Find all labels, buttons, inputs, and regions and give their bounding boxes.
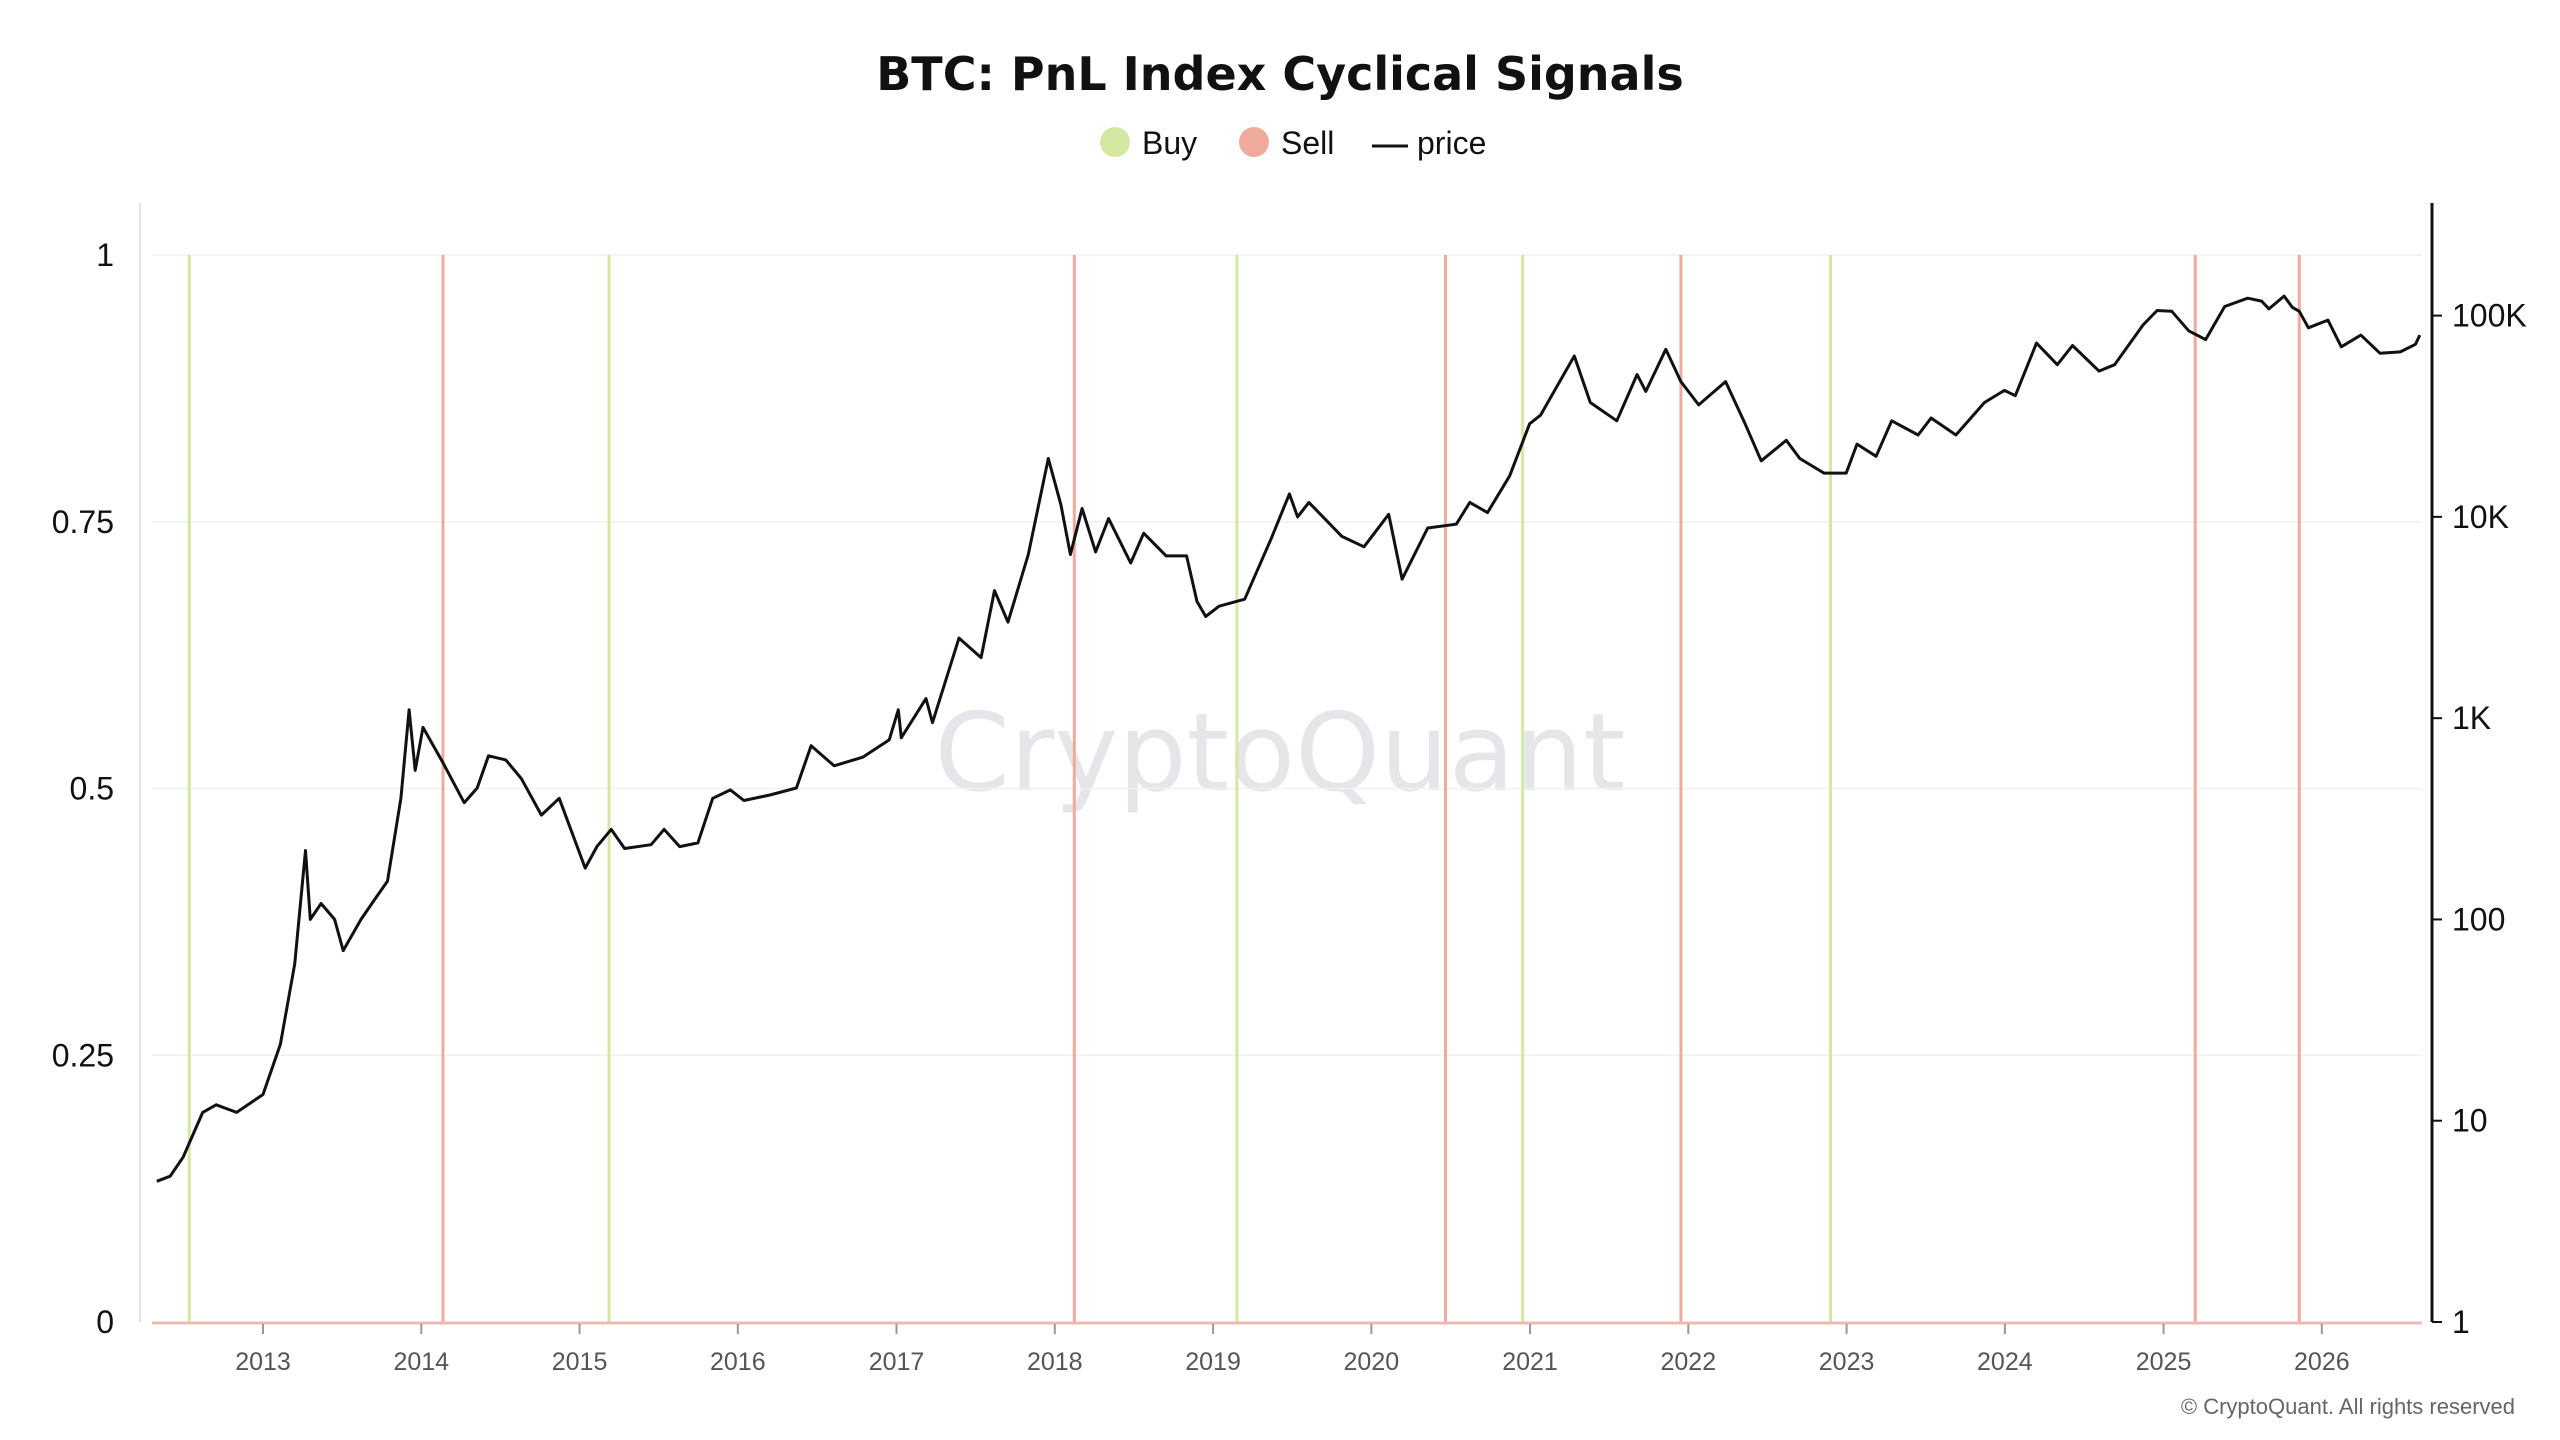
left-axis-ticks: 1 0.75 0.5 0.25 0 (52, 237, 114, 1340)
gridlines (152, 254, 2422, 1056)
legend-price-label: price (1417, 125, 1486, 161)
left-tick-label: 0.5 (70, 771, 114, 807)
legend-sell-label: Sell (1281, 125, 1334, 161)
x-tick-label: 2015 (552, 1348, 608, 1376)
x-tick-label: 2014 (393, 1348, 449, 1376)
price-series (156, 294, 2422, 1183)
right-tick-label: 10K (2452, 499, 2509, 535)
right-tick-label: 10 (2452, 1103, 2488, 1139)
left-tick-label: 0 (96, 1304, 114, 1340)
x-tick-label: 2023 (1819, 1348, 1875, 1376)
x-tick-label: 2017 (869, 1348, 925, 1376)
x-tick-label: 2019 (1185, 1348, 1241, 1376)
right-tick-label: 1K (2452, 700, 2491, 736)
x-tick-label: 2018 (1027, 1348, 1083, 1376)
right-tick-label: 100K (2452, 298, 2527, 334)
right-axis-ticks: 100K 10K 1K 100 10 1 (2432, 298, 2527, 1340)
x-tick-label: 2016 (710, 1348, 766, 1376)
axes (139, 203, 2434, 1325)
legend-buy-dot (1100, 127, 1130, 157)
right-tick-label: 1 (2452, 1304, 2470, 1340)
x-tick-label: 2026 (2294, 1348, 2350, 1376)
x-tick-label: 2022 (1661, 1348, 1717, 1376)
left-tick-label: 0.25 (52, 1037, 114, 1073)
legend: Buy Sell price (1100, 125, 1486, 161)
x-tick-label: 2020 (1344, 1348, 1400, 1376)
left-tick-label: 0.75 (52, 504, 114, 540)
x-tick-label: 2025 (2136, 1348, 2192, 1376)
right-tick-label: 100 (2452, 901, 2505, 937)
x-tick-label: 2021 (1502, 1348, 1558, 1376)
legend-sell-dot (1239, 127, 1269, 157)
copyright-text: © CryptoQuant. All rights reserved (2181, 1394, 2515, 1419)
watermark-text: CryptoQuant (934, 691, 1625, 816)
signal-lines (187, 255, 2301, 1322)
x-tick-label: 2013 (235, 1348, 291, 1376)
price-line (156, 294, 2422, 1183)
chart-title: BTC: PnL Index Cyclical Signals (876, 47, 1683, 101)
x-tick-label: 2024 (1977, 1348, 2033, 1376)
left-tick-label: 1 (96, 237, 114, 273)
x-axis-ticks: 2013 2014 2015 2016 2017 2018 2019 2020 2021 2022… (235, 1324, 2350, 1376)
legend-buy-label: Buy (1142, 125, 1197, 161)
